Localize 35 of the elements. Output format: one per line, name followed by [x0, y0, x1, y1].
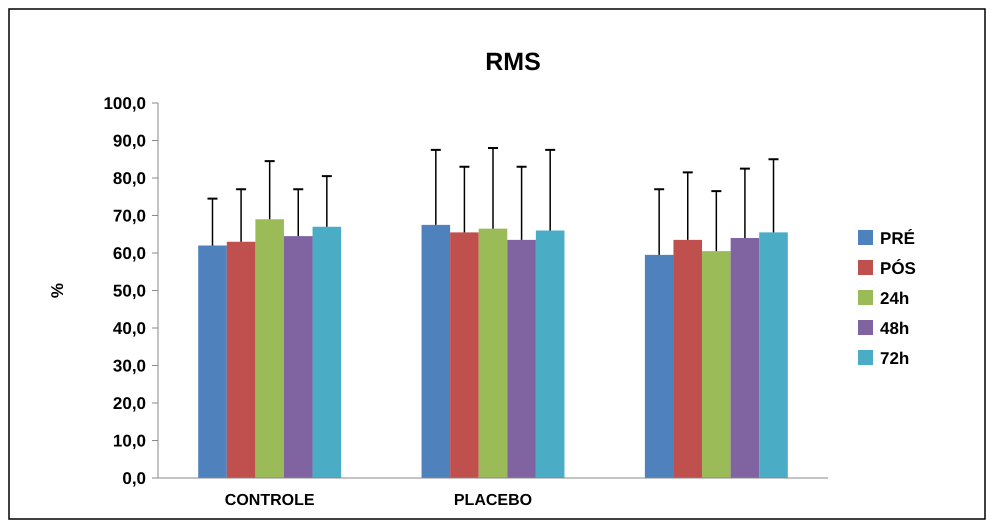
y-tick-label: 30,0: [112, 356, 146, 376]
bar: [478, 228, 508, 478]
bar: [759, 232, 788, 478]
y-tick-label: 50,0: [112, 281, 146, 300]
y-tick-label: 80,0: [112, 168, 146, 188]
x-tick-label: PLACEBO: [454, 492, 532, 509]
bar: [536, 230, 564, 478]
y-tick-label: 0,0: [122, 468, 146, 488]
y-axis-title: %: [48, 282, 67, 298]
bar: [422, 224, 450, 478]
y-tick-label: 70,0: [112, 206, 146, 226]
bar: [255, 219, 284, 478]
y-tick-label: 90,0: [112, 131, 146, 150]
y-tick-label: 20,0: [112, 394, 146, 413]
legend-label: PRÉ: [880, 228, 915, 248]
bar: [644, 254, 674, 478]
legend-label: 24h: [880, 288, 910, 308]
y-tick-label: 100,0: [103, 94, 146, 113]
legend-label: 72h: [880, 348, 910, 368]
bar: [702, 251, 731, 478]
legend-label: 48h: [880, 318, 910, 338]
bar: [730, 238, 760, 478]
bar: [507, 240, 536, 478]
y-tick-label: 40,0: [112, 318, 146, 338]
x-tick-label: CONTROLE: [224, 492, 315, 509]
bar: [312, 226, 342, 478]
bar: [673, 240, 702, 478]
y-tick-label: 10,0: [112, 431, 146, 450]
bar: [198, 246, 227, 478]
y-tick-label: 60,0: [112, 244, 146, 263]
chart-title: RMS: [485, 48, 541, 76]
bar: [284, 236, 313, 478]
legend-label: PÓS: [880, 258, 916, 278]
bar: [450, 232, 479, 478]
bar: [226, 242, 256, 478]
